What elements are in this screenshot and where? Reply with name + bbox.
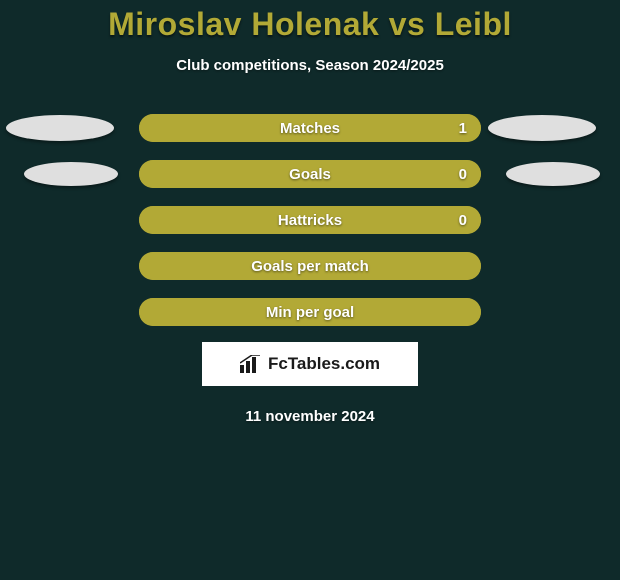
stat-bar: Goals per match: [139, 252, 481, 280]
stat-bar: Matches 1: [139, 114, 481, 142]
page-title: Miroslav Holenak vs Leibl: [108, 6, 512, 43]
stat-row-min-per-goal: Min per goal: [0, 298, 620, 326]
subtitle: Club competitions, Season 2024/2025: [176, 57, 444, 74]
stat-row-hattricks: Hattricks 0: [0, 206, 620, 234]
stat-label: Goals: [289, 166, 331, 183]
player-marker-right: [506, 162, 600, 186]
stats-area: Matches 1 Goals 0 Hattricks 0: [0, 114, 620, 326]
stat-row-goals: Goals 0: [0, 160, 620, 188]
player-marker-left: [6, 115, 114, 141]
stat-value: 0: [459, 212, 467, 229]
stat-value: 1: [459, 120, 467, 137]
stat-label: Hattricks: [278, 212, 342, 229]
stat-label: Matches: [280, 120, 340, 137]
stat-row-goals-per-match: Goals per match: [0, 252, 620, 280]
stat-value: 0: [459, 166, 467, 183]
stat-row-matches: Matches 1: [0, 114, 620, 142]
infographic-canvas: Miroslav Holenak vs Leibl Club competiti…: [0, 0, 620, 580]
stat-bar: Min per goal: [139, 298, 481, 326]
player-marker-left: [24, 162, 118, 186]
stat-label: Min per goal: [266, 304, 354, 321]
player-marker-right: [488, 115, 596, 141]
branding-badge: FcTables.com: [202, 342, 418, 386]
date-stamp: 11 november 2024: [245, 408, 374, 425]
stat-bar: Goals 0: [139, 160, 481, 188]
stat-bar: Hattricks 0: [139, 206, 481, 234]
chart-icon: [240, 355, 262, 373]
stat-label: Goals per match: [251, 258, 369, 275]
branding-text: FcTables.com: [268, 354, 380, 374]
